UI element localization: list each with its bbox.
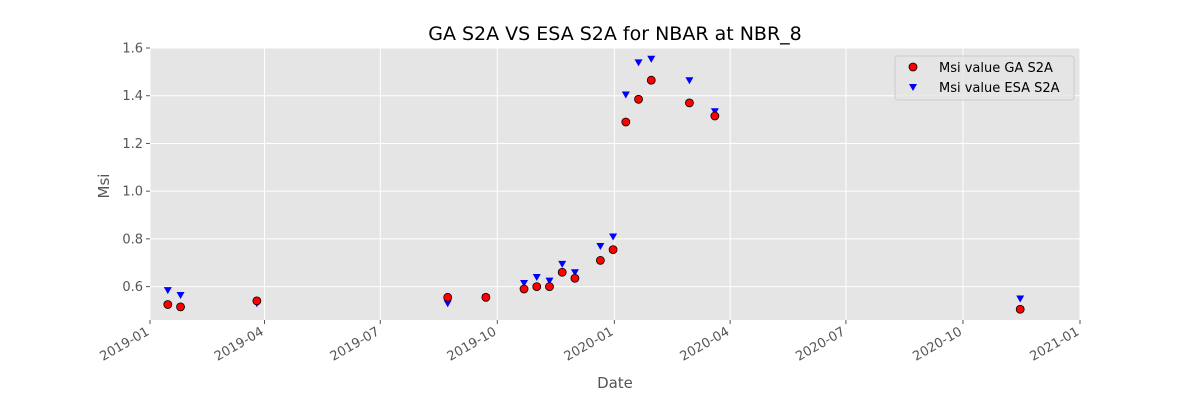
x-tick-label: 2020-10	[910, 324, 965, 364]
ga-s2a-point	[519, 284, 529, 294]
y-tick-label: 1.4	[122, 89, 143, 104]
ga-s2a-point	[481, 292, 491, 302]
y-gridlines	[150, 47, 1080, 288]
ga-s2a-point	[646, 75, 656, 85]
y-axis-ticks: 0.6 0.8 1.0 1.2 1.4 1.6	[122, 42, 150, 295]
esa-s2a-point	[163, 287, 172, 295]
ga-s2a-point	[176, 302, 185, 312]
ga-s2a-point	[621, 117, 631, 127]
ga-s2a-point	[1015, 304, 1025, 314]
legend-ga-marker	[908, 62, 918, 72]
esa-s2a-point	[634, 59, 643, 67]
legend: Msi value GA S2A Msi value ESA S2A	[894, 55, 1075, 101]
ga-s2a-point	[634, 94, 643, 104]
ga-s2a-point	[532, 282, 542, 291]
esa-s2a-point	[545, 277, 554, 285]
esa-s2a-point	[443, 300, 452, 308]
y-tick-label: 1.0	[122, 185, 143, 200]
esa-s2a-point	[685, 77, 694, 85]
esa-s2a-point	[176, 291, 185, 299]
x-tick-label: 2020-07	[793, 324, 848, 364]
esa-s2a-point	[532, 274, 541, 282]
y-tick-label: 0.8	[122, 232, 143, 247]
esa-s2a-point	[1016, 295, 1025, 303]
legend-esa-label: Msi value ESA S2A	[939, 81, 1060, 96]
y-tick-label: 1.2	[122, 137, 143, 152]
ga-s2a-point	[710, 111, 720, 121]
x-tick-label: 2021-01	[1027, 324, 1082, 364]
esa-s2a-point	[520, 280, 529, 288]
esa-s2a-point	[558, 260, 567, 268]
x-tick-label: 2020-04	[678, 324, 733, 364]
esa-s2a-point	[621, 91, 630, 99]
ga-s2a-point	[443, 292, 453, 302]
x-tick-label: 2020-01	[562, 324, 617, 364]
esa-s2a-point	[570, 269, 579, 277]
x-axis-ticks: 2019-01 2019-04 2019-07 2019-10 2020-01 2020-…	[97, 320, 1082, 365]
ga-s2a-point	[608, 245, 618, 255]
chart-title: GA S2A VS ESA S2A for NBAR at NBR_8	[428, 23, 802, 45]
x-axis-label: Date	[597, 374, 633, 392]
esa-s2a-point	[647, 55, 656, 63]
legend-box	[894, 55, 1075, 101]
y-axis-label: Msi	[95, 174, 113, 199]
y-tick-label: 0.6	[122, 280, 143, 295]
ga-s2a-point	[557, 267, 567, 277]
legend-ga-label: Msi value GA S2A	[939, 61, 1053, 76]
x-tick-label: 2019-04	[212, 324, 267, 364]
esa-s2a-point	[609, 233, 618, 241]
ga-s2a-point	[570, 273, 580, 283]
ga-s2a-point	[545, 282, 554, 291]
ga-s2a-point	[252, 296, 262, 306]
data-points	[163, 55, 1025, 314]
x-tick-label: 2019-07	[328, 324, 383, 364]
x-tick-label: 2019-10	[445, 324, 500, 364]
y-tick-label: 1.6	[122, 42, 143, 57]
esa-s2a-point	[596, 243, 605, 251]
ga-s2a-point	[685, 98, 694, 108]
ga-s2a-point	[163, 300, 173, 309]
legend-esa-marker	[909, 84, 917, 91]
ga-s2a-point	[595, 255, 605, 265]
x-tick-label: 2019-01	[97, 324, 152, 364]
